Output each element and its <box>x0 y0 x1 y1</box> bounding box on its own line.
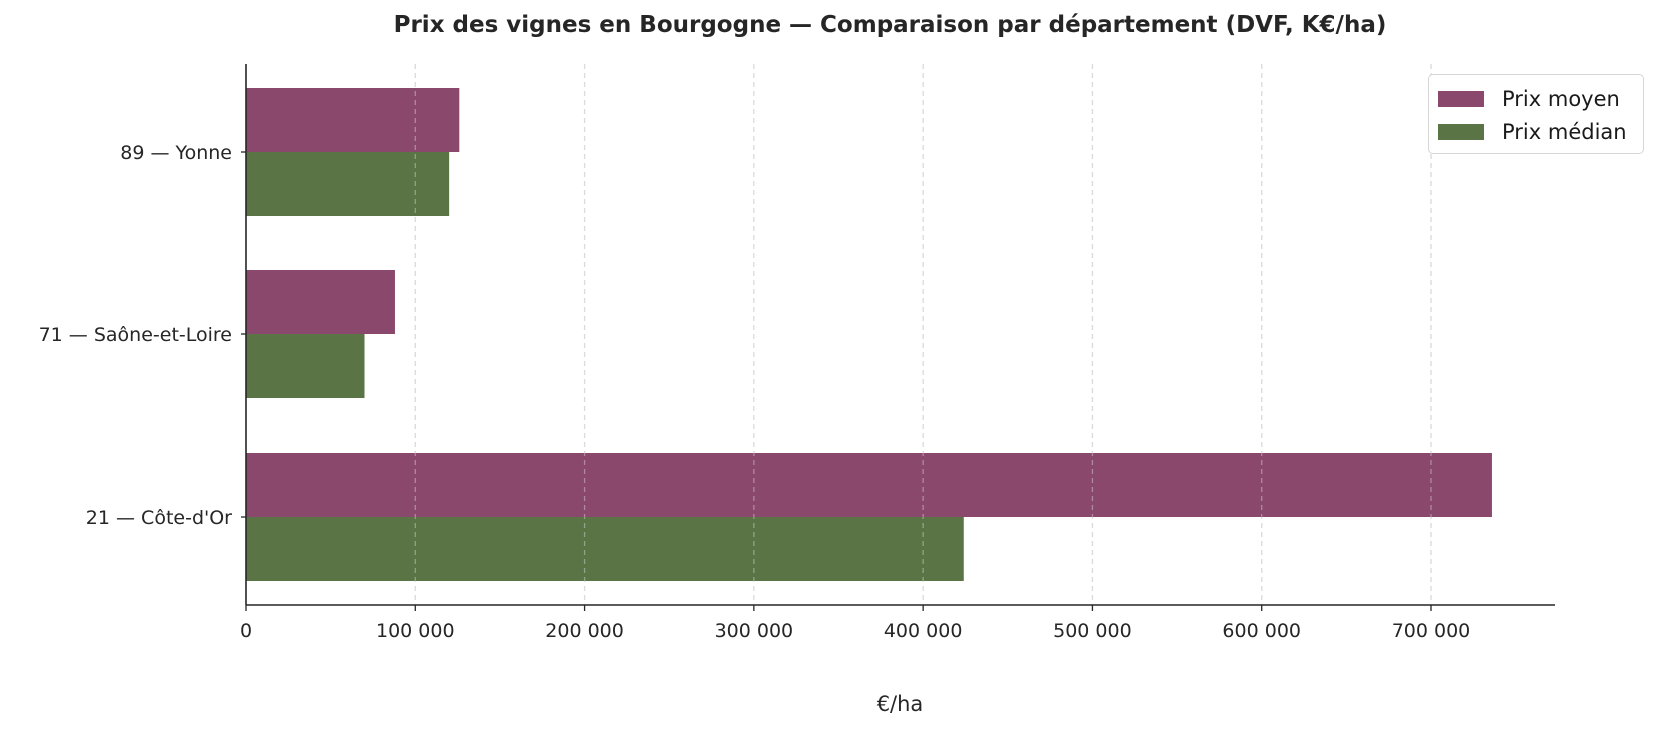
y-axis-ticks: 89 — Yonne 71 — Saône-et-Loire 21 — Côte-d… <box>39 142 246 529</box>
chart-title: Prix des vignes en Bourgogne — Comparais… <box>393 12 1387 38</box>
x-axis-ticks: 0 100 000 200 000 300 000 400 000 500 000 600 … <box>240 605 1470 642</box>
legend-label: Prix médian <box>1502 120 1627 144</box>
legend: Prix moyen Prix médian <box>1428 74 1644 154</box>
x-tick-label: 700 000 <box>1392 620 1471 642</box>
gridlines-overlay <box>414 64 1432 605</box>
x-tick-label: 400 000 <box>884 620 963 642</box>
y-tick-label: 21 — Côte-d'Or <box>86 507 232 529</box>
legend-item-prix-moyen: Prix moyen <box>1438 87 1620 111</box>
x-tick-label: 100 000 <box>376 620 455 642</box>
bar-prix-moyen <box>246 270 395 334</box>
bar-prix-median <box>246 152 450 216</box>
legend-swatch-prix-moyen <box>1438 91 1484 107</box>
x-tick-label: 600 000 <box>1222 620 1301 642</box>
x-tick-label: 500 000 <box>1053 620 1132 642</box>
x-tick-label: 200 000 <box>545 620 624 642</box>
bar-prix-moyen <box>246 453 1492 517</box>
y-tick-label: 89 — Yonne <box>120 142 232 164</box>
legend-swatch-prix-median <box>1438 124 1484 140</box>
x-tick-label: 300 000 <box>715 620 794 642</box>
bars <box>246 88 1492 581</box>
y-tick-label: 71 — Saône-et-Loire <box>39 324 232 346</box>
bar-prix-median <box>246 334 365 398</box>
x-axis-label: €/ha <box>877 692 924 716</box>
legend-label: Prix moyen <box>1502 87 1620 111</box>
x-tick-label: 0 <box>240 620 252 642</box>
legend-item-prix-median: Prix médian <box>1438 120 1627 144</box>
bar-prix-median <box>246 517 964 581</box>
bar-prix-moyen <box>246 88 460 152</box>
